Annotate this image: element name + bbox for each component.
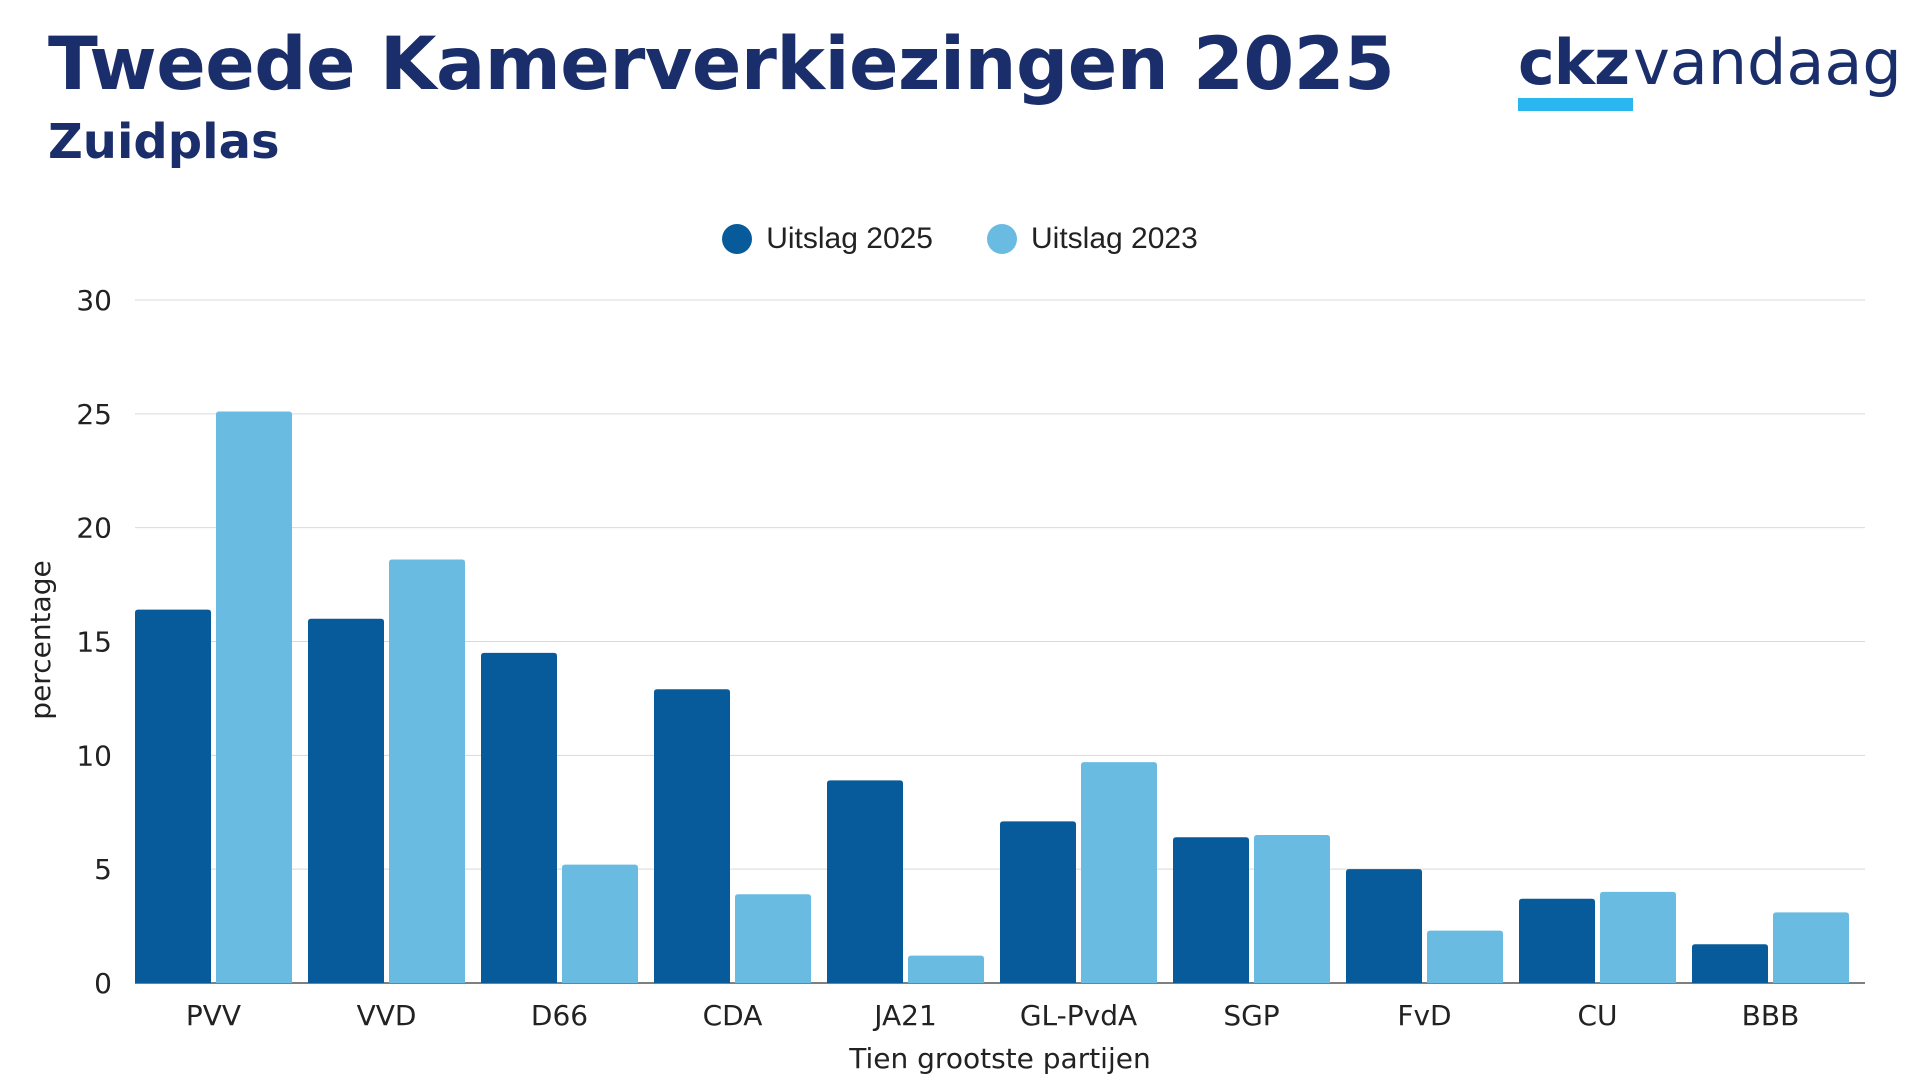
x-axis-title: Tien grootste partijen bbox=[848, 1042, 1150, 1075]
bar-ja21-2025 bbox=[827, 780, 903, 983]
legend-label-2025: Uitslag 2025 bbox=[766, 222, 933, 255]
bar-fvd-2025 bbox=[1346, 869, 1422, 983]
x-tick-label-cda: CDA bbox=[703, 999, 763, 1032]
y-tick-label: 0 bbox=[94, 967, 112, 1000]
logo-accent-bar bbox=[1518, 98, 1634, 111]
bar-gl-pvda-2025 bbox=[1000, 821, 1076, 983]
chart-legend: Uitslag 2025 Uitslag 2023 bbox=[0, 222, 1920, 256]
bar-vvd-2025 bbox=[308, 618, 384, 983]
y-tick-label: 30 bbox=[76, 284, 112, 317]
legend-label-2023: Uitslag 2023 bbox=[1031, 222, 1198, 255]
y-tick-label: 10 bbox=[76, 739, 112, 772]
x-tick-label-sgp: SGP bbox=[1223, 999, 1279, 1032]
bar-cda-2023 bbox=[735, 894, 811, 983]
y-tick-label: 5 bbox=[94, 853, 112, 886]
bar-ja21-2023 bbox=[908, 955, 984, 983]
bar-bbb-2025 bbox=[1692, 944, 1768, 983]
x-tick-label-ja21: JA21 bbox=[872, 999, 937, 1032]
bar-d66-2023 bbox=[562, 864, 638, 983]
x-tick-label-pvv: PVV bbox=[186, 999, 241, 1032]
bar-gl-pvda-2023 bbox=[1081, 762, 1157, 983]
x-axis-ticks: PVV VVD D66 CDA JA21 GL-PvdA SGP FvD CU BBB bbox=[186, 999, 1799, 1032]
bar-cu-2025 bbox=[1519, 898, 1595, 983]
bar-bbb-2023 bbox=[1773, 912, 1849, 983]
bar-vvd-2023 bbox=[389, 559, 465, 983]
x-tick-label-vvd: VVD bbox=[357, 999, 417, 1032]
bar-d66-2025 bbox=[481, 652, 557, 983]
bar-sgp-2025 bbox=[1173, 837, 1249, 983]
chart-title: Tweede Kamerverkiezingen 2025 bbox=[48, 22, 1395, 107]
y-tick-label: 25 bbox=[76, 398, 112, 431]
logo-ckz-text: ckz bbox=[1518, 26, 1630, 99]
bar-cu-2023 bbox=[1600, 891, 1676, 983]
x-tick-label-d66: D66 bbox=[531, 999, 588, 1032]
bar-pvv-2025 bbox=[135, 609, 211, 983]
legend-dot-2023 bbox=[987, 224, 1017, 254]
bar-cda-2025 bbox=[654, 689, 730, 983]
y-axis-title: percentage bbox=[24, 560, 57, 719]
y-tick-label: 20 bbox=[76, 512, 112, 545]
x-tick-label-bbb: BBB bbox=[1742, 999, 1800, 1032]
x-tick-label-cu: CU bbox=[1577, 999, 1617, 1032]
bar-sgp-2023 bbox=[1254, 835, 1330, 983]
ckzvandaag-logo: ckz vandaag bbox=[1518, 26, 1902, 111]
logo-ckz: ckz bbox=[1518, 26, 1634, 111]
y-tick-label: 15 bbox=[76, 626, 112, 659]
x-tick-label-fvd: FvD bbox=[1397, 999, 1451, 1032]
y-axis-ticks: 0 5 10 15 20 25 30 bbox=[76, 284, 112, 1000]
legend-item-2023: Uitslag 2023 bbox=[987, 222, 1198, 256]
bar-pvv-2023 bbox=[216, 411, 292, 984]
legend-dot-2025 bbox=[722, 224, 753, 254]
chart-subtitle: Zuidplas bbox=[48, 114, 280, 170]
x-tick-label-gl-pvda: GL-PvdA bbox=[1020, 999, 1137, 1032]
bars bbox=[135, 411, 1849, 984]
bar-fvd-2023 bbox=[1427, 930, 1503, 983]
legend-item-2025: Uitslag 2025 bbox=[722, 222, 933, 256]
logo-vandaag-text: vandaag bbox=[1633, 26, 1902, 99]
